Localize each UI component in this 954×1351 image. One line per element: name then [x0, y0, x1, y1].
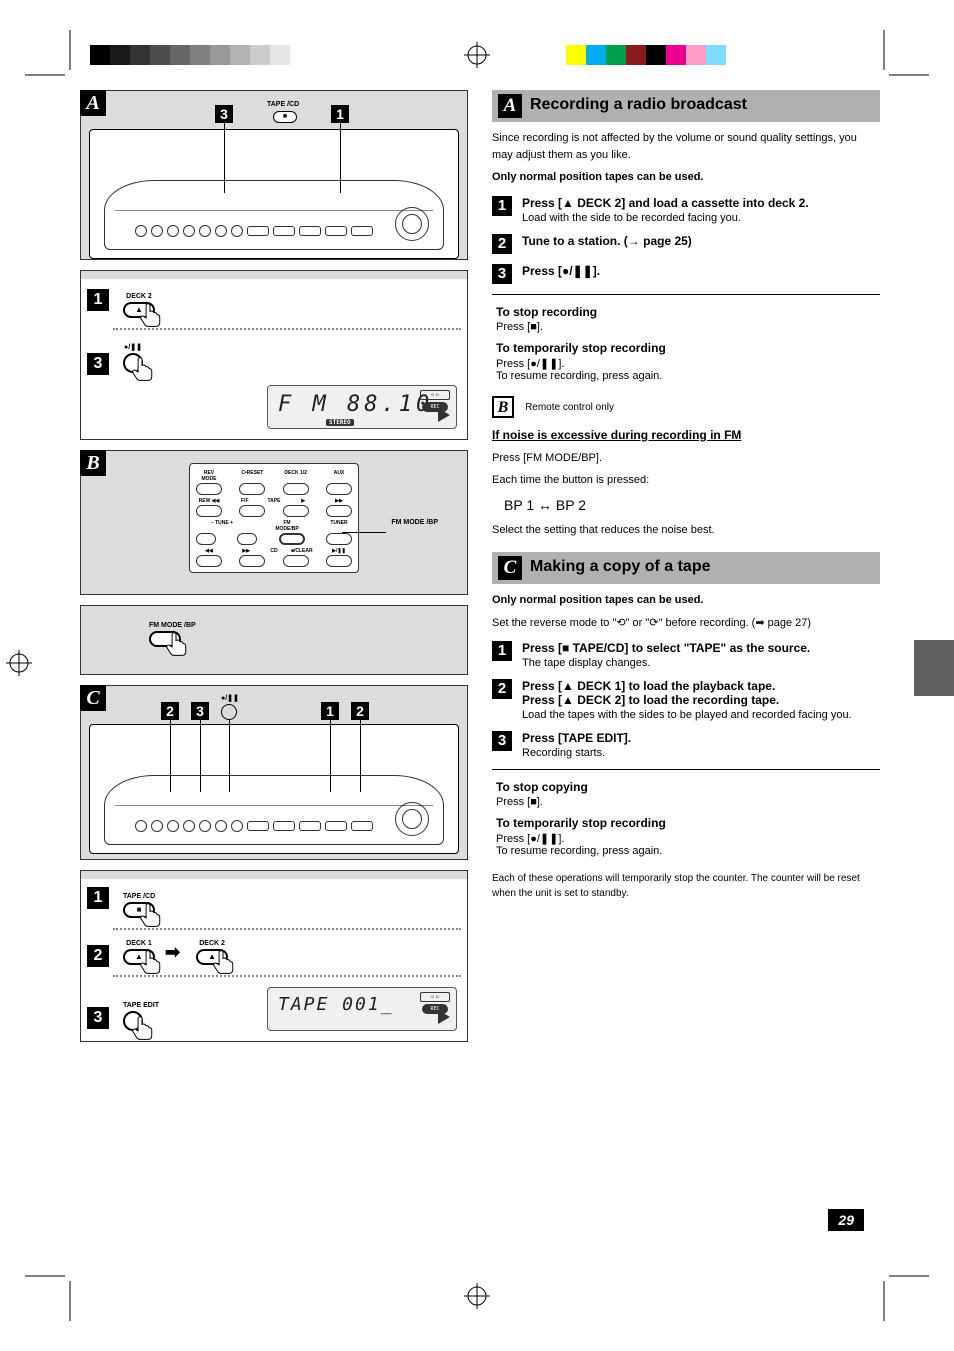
lcd-display-tape: TAPE 001_ ◁ ▷REC: [267, 987, 457, 1031]
hand-icon: [137, 301, 163, 327]
toggle-text: BP 1 ↔ BP 2: [504, 495, 880, 516]
grayscale-bar: [90, 45, 310, 65]
callout-3: 3: [215, 105, 233, 123]
press-tapecd: TAPE /CD: [123, 893, 155, 918]
crop-mark-tl: [25, 30, 85, 90]
hand-icon: [129, 1014, 155, 1040]
step-c1: 1 Press [■ TAPE/CD] to select "TAPE" as …: [492, 641, 880, 669]
step-c2: 2 Press [▲ DECK 1] to load the playback …: [492, 679, 880, 721]
step-tag-1: 1: [87, 289, 109, 311]
footnote-c: Each of these operations will temporaril…: [492, 871, 880, 901]
subtitle-b: If noise is excessive during recording i…: [492, 426, 880, 444]
title-c: Making a copy of a tape: [530, 556, 710, 576]
press-rec-pause: ●/❚❚: [123, 343, 143, 373]
hand-icon: [137, 901, 163, 927]
remote-illustration: REV MODEC•RESETDECK 1/2AUX REW ◀◀F/FTAPE…: [189, 463, 359, 573]
section-tab: [914, 640, 954, 696]
note1-c: Only normal position tapes can be used.: [492, 592, 880, 609]
crop-mark-br: [869, 1261, 929, 1321]
arrow-icon: ➡: [165, 942, 180, 963]
press-tape-edit: TAPE EDIT: [123, 1002, 159, 1031]
pause-block-c: To temporarily stop recording Press [●/❚…: [496, 816, 880, 857]
section-tag-b-right: B: [492, 396, 514, 418]
callout-1: 1: [331, 105, 349, 123]
round-button-icon: [221, 704, 237, 720]
step-tag-3: 3: [87, 353, 109, 375]
step-a1: 1 Press [▲ DECK 2] and load a cassette i…: [492, 196, 880, 224]
figure-panel-b-sub: FM MODE /BP: [80, 605, 468, 675]
callout-2b: 2: [351, 702, 369, 720]
crop-mark-tr: [869, 30, 929, 90]
step-a2: 2 Tune to a station. (→ page 25): [492, 234, 880, 254]
step-tag-c1: 1: [87, 887, 109, 909]
press-fmmode: FM MODE /BP: [149, 622, 196, 647]
figure-panel-a: A 3 TAPE /CD 1: [80, 90, 468, 260]
page-number: 29: [828, 1209, 864, 1231]
figure-panel-b: B REV MODEC•RESETDECK 1/2AUX REW ◀◀F/FTA…: [80, 450, 468, 595]
press-deck2b: DECK 2: [196, 940, 228, 965]
step-c3: 3 Press [TAPE EDIT].Recording starts.: [492, 731, 880, 759]
stop-block-a: To stop recording Press [■].: [496, 305, 880, 333]
stop-icon: [273, 111, 297, 123]
note2-c: Set the reverse mode to "⟲" or "⟳" befor…: [492, 615, 880, 632]
press-deck1: DECK 1: [123, 940, 155, 965]
stereo-illustration: [89, 129, 459, 259]
registration-mark-left: [6, 650, 32, 676]
callout-fmmode: FM MODE /BP: [391, 519, 438, 526]
callout-2a: 2: [161, 702, 179, 720]
callout-3b: 3: [191, 702, 209, 720]
step-a3: 3 Press [●/❚❚].: [492, 264, 880, 284]
title-a: Recording a radio broadcast: [530, 94, 747, 114]
section-tag-a: A: [80, 90, 106, 116]
section-header-c: C Making a copy of a tape: [492, 552, 880, 584]
hand-icon: [129, 355, 155, 381]
intro-a: Since recording is not affected by the v…: [492, 130, 880, 163]
hand-icon: [163, 630, 189, 656]
section-header-a: A Recording a radio broadcast: [492, 90, 880, 122]
step-tag-c2: 2: [87, 945, 109, 967]
registration-mark-bottom: [464, 1283, 490, 1309]
figure-panel-c-sub: 1 TAPE /CD 2 DECK 1 ➡ DECK 2: [80, 870, 468, 1042]
crop-mark-bl: [25, 1261, 85, 1321]
press-deck2: DECK 2: [123, 293, 155, 318]
hand-icon: [137, 948, 163, 974]
section-tag-c: C: [80, 685, 106, 711]
hand-icon: [210, 948, 236, 974]
stereo-illustration-c: [89, 724, 459, 854]
stop-block-c: To stop copying Press [■].: [496, 780, 880, 808]
color-bar: [566, 45, 746, 65]
registration-mark-top: [464, 42, 490, 68]
figure-panel-c: C 2 3 ●/❚❚ 1 2: [80, 685, 468, 860]
step-tag-c3: 3: [87, 1007, 109, 1029]
section-tag-b: B: [80, 450, 106, 476]
callout-1b: 1: [321, 702, 339, 720]
btn-label-tapecd: TAPE /CD: [267, 101, 299, 108]
btn-label-recpause: ●/❚❚: [221, 694, 239, 702]
figure-panel-a-sub: 1 DECK 2 3 ●/❚❚ F M 88.10 STEREO ◁ ▷REC: [80, 270, 468, 440]
lcd-display-fm: F M 88.10 STEREO ◁ ▷REC: [267, 385, 457, 429]
note-tape-a: Only normal position tapes can be used.: [492, 169, 880, 186]
pause-block-a: To temporarily stop recording Press [●/❚…: [496, 341, 880, 382]
